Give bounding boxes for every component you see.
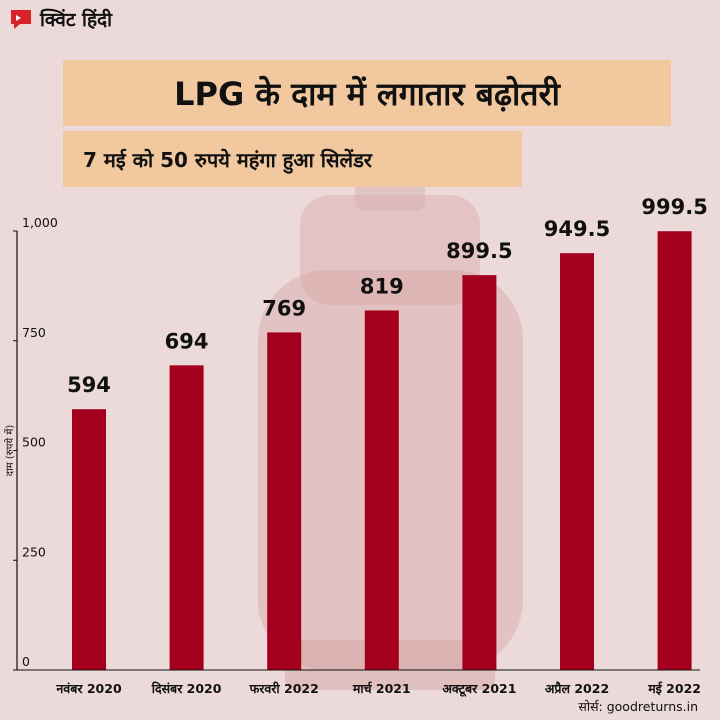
bar (657, 231, 692, 671)
bar-value-label: 769 (262, 296, 306, 320)
y-tick-label: 1,000 (22, 215, 58, 230)
bar-value-label: 899.5 (446, 239, 512, 263)
quint-logo-icon (11, 10, 31, 29)
bar (267, 332, 302, 670)
bar-value-label: 819 (360, 274, 404, 298)
bar-value-label: 694 (165, 329, 209, 353)
bar-value-label: 999.5 (641, 195, 707, 219)
subtitle-banner: 7 मई को 50 रुपये महंगा हुआ सिलेंडर (63, 131, 522, 187)
y-tick-label: 250 (22, 544, 46, 559)
page-title: LPG के दाम में लगातार बढ़ोतरी (174, 74, 560, 113)
x-category-label: अक्टूबर 2021 (442, 681, 516, 697)
bar (169, 365, 204, 670)
y-tick-label: 0 (22, 654, 30, 669)
bar-value-label: 949.5 (544, 217, 610, 241)
page-subtitle: 7 मई को 50 रुपये महंगा हुआ सिलेंडर (83, 147, 372, 172)
x-category-label: मार्च 2021 (352, 681, 411, 696)
y-axis-title: दाम (रुपये में) (4, 425, 16, 477)
bar (560, 253, 594, 670)
source-credit: सोर्स: goodreturns.in (578, 699, 698, 714)
bar (462, 275, 497, 670)
x-category-label: अप्रैल 2022 (545, 681, 609, 696)
y-tick-label: 750 (22, 325, 46, 340)
x-category-label: दिसंबर 2020 (151, 681, 222, 696)
x-category-label: फरवरी 2022 (249, 681, 319, 696)
bar (364, 310, 399, 670)
brand-name: क्विंट हिंदी (40, 9, 113, 31)
bar (72, 409, 106, 670)
brand-logo: क्विंट हिंदी (8, 6, 112, 32)
y-tick-label: 500 (22, 435, 46, 450)
x-category-label: मई 2022 (647, 681, 701, 696)
bar-value-label: 594 (67, 373, 111, 397)
title-banner: LPG के दाम में लगातार बढ़ोतरी (63, 60, 671, 126)
x-category-label: नवंबर 2020 (55, 681, 122, 696)
